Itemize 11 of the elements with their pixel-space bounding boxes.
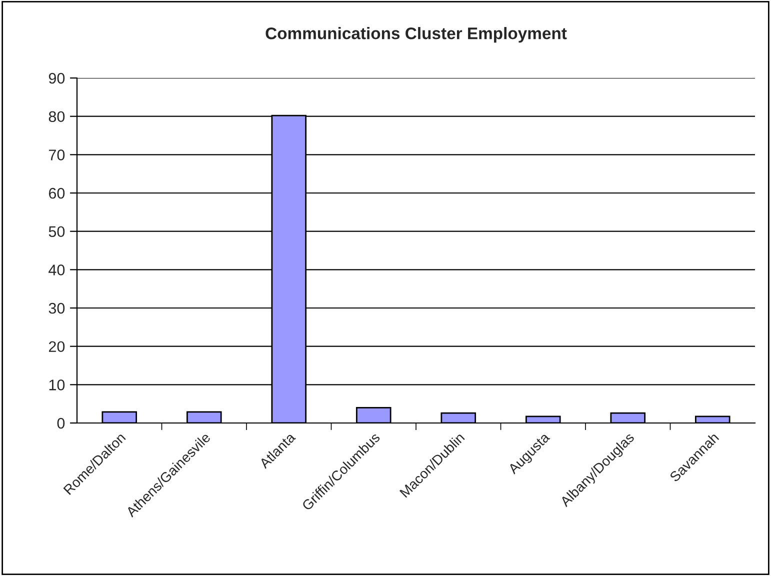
y-tick-label: 80 bbox=[48, 111, 65, 122]
chart-title: Communications Cluster Employment bbox=[266, 27, 567, 43]
y-tick-label: 50 bbox=[48, 226, 65, 238]
y-tick-label: 20 bbox=[48, 341, 65, 352]
y-tick-label: 30 bbox=[48, 302, 65, 314]
y-tick-label: 60 bbox=[48, 188, 65, 199]
y-tick-label: 90 bbox=[48, 72, 65, 84]
y-tick-label: 10 bbox=[49, 380, 65, 390]
y-tick-label: 0 bbox=[57, 418, 65, 429]
y-tick-label: 70 bbox=[48, 150, 65, 160]
y-tick-label: 40 bbox=[48, 264, 65, 276]
